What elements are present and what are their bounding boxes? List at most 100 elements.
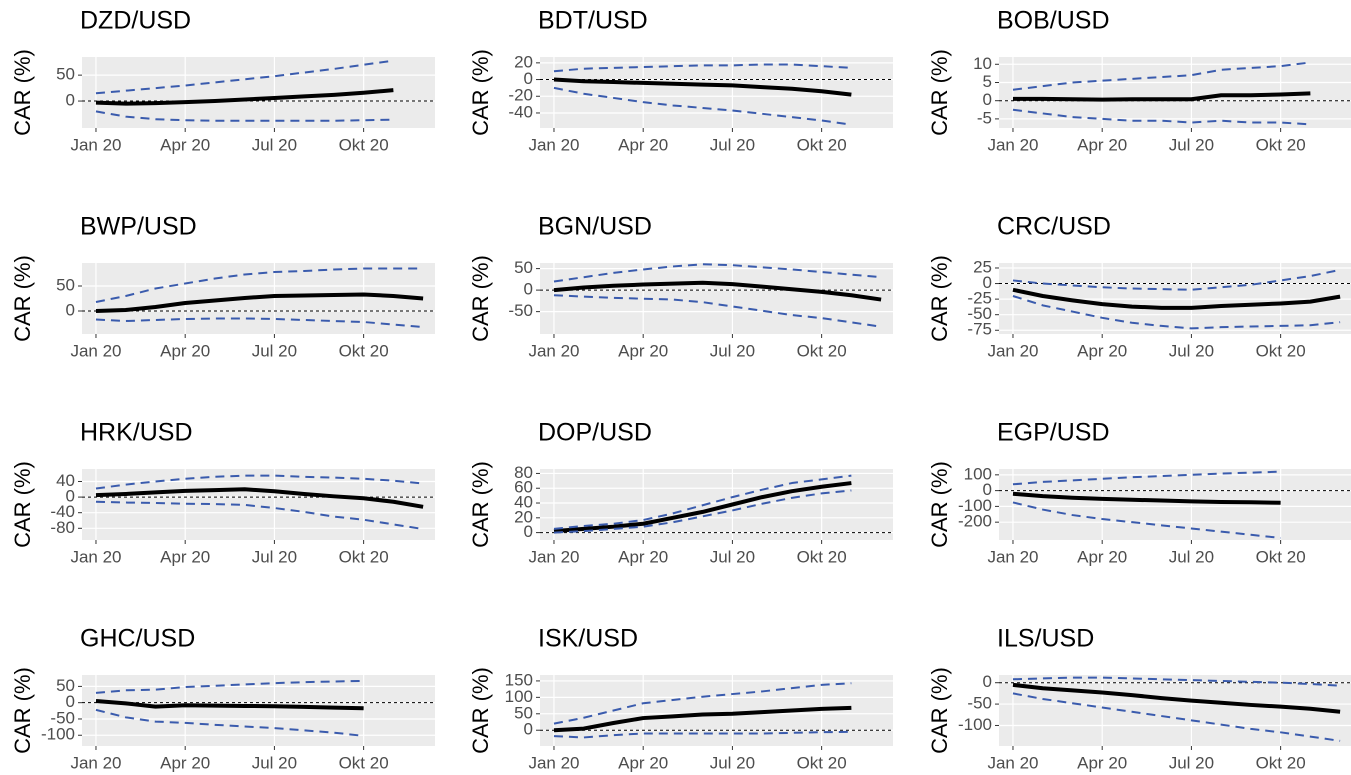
- panel: DZD/USD CAR (%) 0 50 Jan 20 Apr 20 Jul 20 Okt 2…: [10, 7, 435, 154]
- band-line: [553, 682, 852, 725]
- y-tick-label: 50: [56, 275, 75, 294]
- x-tick-label: Okt 20: [339, 547, 389, 566]
- y-axis-label: CAR (%): [927, 49, 952, 136]
- y-axis-label: CAR (%): [468, 49, 493, 136]
- y-tick-label: 0: [66, 487, 75, 506]
- x-tick-label: Apr 20: [618, 547, 668, 566]
- panel: BWP/USD CAR (%) 0 50 Jan 20 Apr 20 Jul 20 Okt 2…: [10, 213, 435, 360]
- panel: BDT/USD CAR (%) 200-20-40 Jan 20 Apr 20 Jul 2…: [468, 7, 893, 154]
- x-tick-label: Apr 20: [160, 135, 210, 154]
- x-tick-label: Jul 20: [252, 341, 297, 360]
- band-line: [95, 110, 394, 122]
- y-tick-label: 50: [56, 65, 75, 84]
- car-line: [553, 280, 882, 302]
- band-line: [1012, 295, 1341, 330]
- y-tick-label: 0: [524, 720, 533, 739]
- x-tick-label: Jan 20: [987, 341, 1038, 360]
- band-line: [95, 474, 424, 490]
- car-line: [95, 487, 424, 509]
- band-line: [1012, 501, 1281, 539]
- y-tick-label: 5: [983, 72, 992, 91]
- car-line: [1012, 682, 1341, 714]
- panel: ILS/USD CAR (%) 0 -50 -100 Jan 20 Apr 20 Jul 20…: [927, 625, 1351, 772]
- x-tick-label: Jul 20: [1169, 341, 1214, 360]
- y-tick-label: -40: [508, 102, 533, 121]
- chart-title: ILS/USD: [997, 625, 1094, 653]
- x-tick-label: Okt 20: [339, 753, 389, 772]
- panel: GHC/USD CAR (%) 500-50-100 Jan 20 Apr 20 Jul …: [10, 625, 435, 772]
- band-line: [95, 59, 394, 95]
- y-tick-label: 0: [983, 672, 992, 691]
- chart-title: HRK/USD: [80, 419, 193, 447]
- car-line: [95, 699, 364, 711]
- y-axis-label: CAR (%): [10, 461, 35, 548]
- y-tick-label: -200: [958, 512, 992, 531]
- chart-title: BOB/USD: [997, 7, 1110, 35]
- x-tick-label: Jul 20: [1169, 753, 1214, 772]
- y-axis-label: CAR (%): [468, 461, 493, 548]
- y-tick-label: 50: [514, 258, 533, 277]
- y-tick-label: 10: [973, 54, 992, 73]
- y-tick-label: 50: [56, 676, 75, 695]
- car-line: [553, 481, 852, 534]
- y-tick-label: 0: [524, 280, 533, 299]
- x-tick-label: Jul 20: [710, 753, 755, 772]
- y-tick-label: -5: [977, 108, 992, 127]
- x-tick-label: Jul 20: [252, 753, 297, 772]
- y-tick-label: -50: [967, 694, 992, 713]
- x-tick-label: Okt 20: [797, 547, 847, 566]
- car-line: [553, 77, 852, 97]
- x-tick-label: Apr 20: [618, 135, 668, 154]
- x-tick-label: Jul 20: [252, 547, 297, 566]
- x-tick-label: Jul 20: [710, 341, 755, 360]
- chart-title: BGN/USD: [538, 213, 652, 241]
- y-tick-label: 0: [983, 273, 992, 292]
- band-line: [95, 317, 424, 328]
- x-tick-label: Jul 20: [1169, 547, 1214, 566]
- y-tick-label: -80: [50, 518, 75, 537]
- band-line: [553, 730, 852, 739]
- y-tick-label: 0: [66, 300, 75, 319]
- car-line: [553, 705, 852, 733]
- y-axis-label: CAR (%): [468, 255, 493, 342]
- y-tick-label: -50: [967, 304, 992, 323]
- chart-title: DZD/USD: [80, 7, 191, 35]
- y-tick-label: 100: [505, 687, 533, 706]
- chart-title: GHC/USD: [80, 625, 195, 653]
- x-tick-label: Jan 20: [70, 753, 121, 772]
- x-tick-label: Okt 20: [797, 341, 847, 360]
- panel: HRK/USD CAR (%) 400-40-80 Jan 20 Apr 20 Jul 2…: [10, 419, 435, 566]
- band-line: [1012, 268, 1341, 291]
- chart-title: EGP/USD: [997, 419, 1110, 447]
- x-tick-label: Jul 20: [710, 135, 755, 154]
- x-tick-label: Okt 20: [339, 135, 389, 154]
- y-tick-label: -100: [958, 496, 992, 515]
- band-line: [553, 489, 852, 534]
- x-tick-label: Jan 20: [987, 753, 1038, 772]
- band-line: [1012, 108, 1311, 126]
- band-line: [1012, 61, 1311, 91]
- y-tick-label: -40: [50, 502, 75, 521]
- x-tick-label: Apr 20: [1077, 341, 1127, 360]
- y-tick-label: 0: [983, 90, 992, 109]
- band-line: [553, 263, 882, 283]
- y-axis-label: CAR (%): [927, 255, 952, 342]
- y-axis-label: CAR (%): [927, 667, 952, 754]
- x-tick-label: Jan 20: [528, 135, 579, 154]
- y-tick-label: 20: [514, 507, 533, 526]
- x-tick-label: Apr 20: [618, 753, 668, 772]
- x-tick-label: Jan 20: [987, 547, 1038, 566]
- y-tick-label: 0: [66, 91, 75, 110]
- panel: CRC/USD CAR (%) 250-25-50-75 Jan 20 Apr 20 Ju…: [927, 213, 1351, 360]
- x-tick-label: Jan 20: [528, 753, 579, 772]
- car-line: [95, 292, 424, 313]
- y-tick-label: -100: [41, 725, 75, 744]
- y-tick-label: -75: [967, 320, 992, 339]
- y-tick-label: 25: [973, 257, 992, 276]
- x-tick-label: Jan 20: [70, 135, 121, 154]
- y-tick-label: 20: [514, 52, 533, 71]
